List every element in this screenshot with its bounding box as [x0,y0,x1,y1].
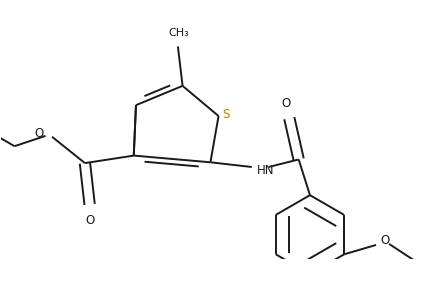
Text: O: O [34,127,44,140]
Text: S: S [222,108,230,121]
Text: HN: HN [257,164,275,177]
Text: CH₃: CH₃ [168,28,189,38]
Text: O: O [381,234,390,247]
Text: O: O [85,214,94,227]
Text: O: O [281,97,290,110]
